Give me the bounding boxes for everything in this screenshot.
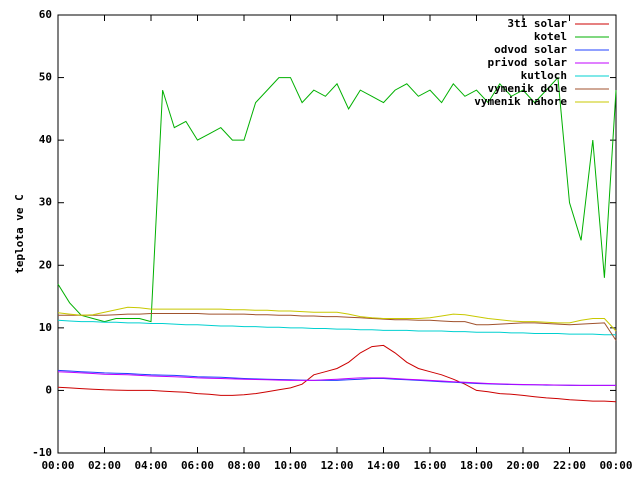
x-tick-label: 18:00 (460, 459, 493, 472)
legend-label: kutloch (521, 69, 567, 82)
series-line (57, 369, 616, 386)
legend-label: 3ti solar (507, 17, 567, 30)
legend-label: kotel (534, 30, 567, 43)
series-line (57, 306, 617, 332)
x-tick-label: 22:00 (553, 459, 586, 472)
y-axis-label: teplota ve C (13, 194, 26, 273)
y-tick-label: 10 (39, 321, 52, 334)
legend-label: vymenik dole (488, 82, 568, 95)
y-tick-label: 60 (39, 8, 52, 21)
x-tick-label: 04:00 (134, 459, 167, 472)
y-tick-label: -10 (32, 446, 52, 459)
x-tick-label: 02:00 (88, 459, 121, 472)
y-tick-label: 30 (39, 196, 52, 209)
x-tick-label: 12:00 (320, 459, 353, 472)
x-tick-label: 14:00 (367, 459, 400, 472)
legend-label: vymenik nahore (474, 95, 567, 108)
legend-label: privod solar (488, 56, 568, 69)
series-line (57, 344, 617, 403)
x-tick-label: 16:00 (413, 459, 446, 472)
legend-label: odvod solar (494, 43, 567, 56)
x-tick-label: 06:00 (181, 459, 214, 472)
y-tick-label: 40 (39, 133, 52, 146)
y-tick-label: 50 (39, 71, 52, 84)
series-line (57, 319, 616, 336)
series-line (58, 313, 617, 341)
series-line (57, 76, 617, 323)
x-tick-label: 20:00 (506, 459, 539, 472)
series-line (57, 371, 616, 386)
y-tick-label: 0 (45, 383, 52, 396)
x-tick-label: 08:00 (227, 459, 260, 472)
x-tick-label: 00:00 (41, 459, 74, 472)
x-tick-label: 00:00 (599, 459, 632, 472)
x-tick-label: 10:00 (274, 459, 307, 472)
y-tick-label: 20 (39, 258, 52, 271)
